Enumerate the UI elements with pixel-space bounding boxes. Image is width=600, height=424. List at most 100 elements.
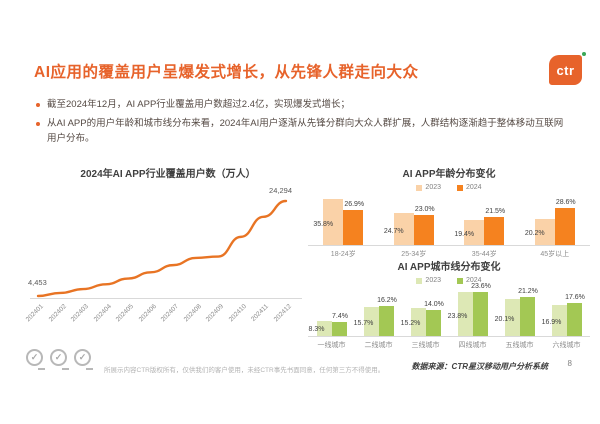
certification-stamp-icon: ✓ — [74, 349, 93, 370]
bar-value-2023: 20.2% — [524, 230, 545, 238]
age-bar-chart: AI APP年龄分布变化 2023 2024 35.8% 26.9% 24.7% 23.… — [308, 165, 590, 259]
bar-value-2024: 16.2% — [377, 297, 397, 305]
bar-value-2023: 8.3% — [308, 326, 325, 334]
bullet-item: 从AI APP的用户年龄和城市线分布来看，2024年AI用户逐渐从先锋分群向大众… — [36, 117, 568, 146]
bar-group: 20.1% 21.2% — [495, 287, 543, 336]
bar-group: 35.8% 26.9% — [308, 196, 379, 245]
certification-stamp-icon: ✓ — [26, 349, 45, 370]
bullet-list: 截至2024年12月，AI APP行业覆盖用户数超过2.4亿，实现爆发式增长； … — [36, 98, 568, 151]
ctr-logo-dot-icon — [582, 52, 586, 56]
bar-2024 — [331, 322, 347, 336]
category-label: 45岁以上 — [540, 251, 570, 258]
bar-2023 — [504, 298, 520, 336]
certification-stamp-icon: ✓ — [50, 349, 69, 370]
city-chart-legend: 2023 2024 — [308, 275, 590, 286]
bar-value-2023: 23.8% — [447, 313, 468, 321]
bar-value-2023: 24.7% — [383, 227, 404, 235]
bar-value-2024: 21.2% — [518, 287, 538, 295]
bar-group: 15.2% 14.0% — [401, 289, 449, 336]
bullet-text: 从AI APP的用户年龄和城市线分布来看，2024年AI用户逐渐从先锋分群向大众… — [47, 118, 564, 144]
bar-2024 — [519, 296, 535, 336]
x-tick-label: 202407 — [159, 303, 181, 324]
legend-swatch-icon — [416, 184, 423, 191]
bar-2023 — [410, 307, 426, 336]
last-point-label: 24,294 — [269, 186, 292, 195]
bar-value-2023: 20.1% — [494, 316, 515, 324]
legend-item: 2024 — [457, 184, 482, 191]
line-chart-x-labels: 202401 202402 202403 202404 202405 202406 2024… — [25, 299, 308, 335]
line-chart-plot: 4,453 24,294 — [28, 186, 292, 298]
bar-value-2024: 23.0% — [414, 206, 435, 214]
category-label: 五线城市 — [505, 342, 534, 349]
bar-2024 — [425, 310, 441, 336]
legend-label: 2023 — [425, 277, 441, 284]
legend-label: 2024 — [466, 184, 482, 191]
bar-group: 8.3% 7.4% — [308, 289, 355, 336]
bar-2023 — [457, 292, 473, 336]
bar-2023 — [534, 219, 555, 245]
users-line-chart: 2024年AI APP行业覆盖用户数（万人） 4,453 24,294 20240… — [25, 165, 308, 335]
page-number: 8 — [567, 359, 572, 368]
bullet-dot-icon — [36, 103, 40, 107]
page-title: AI应用的覆盖用户呈爆发式增长，从先锋人群走向大众 — [34, 64, 419, 81]
bar-value-2024: 14.0% — [424, 301, 444, 309]
legend-label: 2023 — [425, 184, 441, 191]
bar-2023 — [393, 213, 414, 245]
city-chart-categories: 一线城市 二线城市 三线城市 四线城市 五线城市 六线城市 — [308, 340, 590, 350]
bar-2023 — [316, 320, 332, 336]
x-tick-label: 202411 — [250, 303, 271, 323]
x-tick-label: 202402 — [47, 303, 68, 324]
line-chart-title: 2024年AI APP行业覆盖用户数（万人） — [80, 169, 256, 180]
bar-group: 19.4% 21.5% — [449, 196, 520, 245]
line-chart-axis — [30, 298, 302, 299]
bar-2024 — [413, 215, 434, 245]
category-label: 六线城市 — [552, 342, 581, 349]
stamp-bar-icon — [38, 367, 45, 370]
bar-value-2023: 15.2% — [400, 320, 421, 328]
category-label: 35-44岁 — [471, 251, 497, 258]
category-label: 三线城市 — [411, 342, 440, 349]
bar-value-2023: 15.7% — [353, 319, 374, 327]
bar-2023 — [551, 304, 567, 336]
bar-2024 — [343, 210, 364, 245]
ctr-logo-text: ctr — [556, 62, 575, 78]
stamp-bar-icon — [62, 367, 69, 370]
bar-2024 — [484, 217, 505, 245]
stamp-bar-icon — [86, 367, 93, 370]
x-tick-label: 202404 — [92, 303, 113, 324]
x-tick-label: 202412 — [272, 303, 293, 324]
bar-value-2024: 23.6% — [471, 283, 491, 291]
bar-value-2024: 26.9% — [344, 201, 365, 209]
checkmark-icon: ✓ — [50, 349, 67, 366]
checkmark-icon: ✓ — [26, 349, 43, 366]
category-label: 二线城市 — [364, 342, 393, 349]
legend-swatch-icon — [457, 184, 463, 191]
bar-2024 — [472, 292, 488, 336]
bar-group: 16.9% 17.6% — [542, 289, 590, 336]
legend-swatch-icon — [457, 277, 463, 284]
age-chart-categories: 18-24岁 25-34岁 35-44岁 45岁以上 — [308, 249, 590, 259]
certification-stamps: ✓ ✓ ✓ — [26, 349, 93, 370]
bar-group: 15.7% 16.2% — [354, 289, 402, 336]
bar-2024 — [566, 303, 582, 336]
category-label: 一线城市 — [317, 342, 346, 349]
city-bar-chart: AI APP城市线分布变化 2023 2024 8.3% 7.4% 15.7% 16.2… — [308, 258, 590, 350]
x-tick-label: 202406 — [137, 303, 158, 324]
category-label: 18-24岁 — [330, 251, 356, 258]
line-series — [36, 199, 288, 298]
bullet-item: 截至2024年12月，AI APP行业覆盖用户数超过2.4亿，实现爆发式增长； — [36, 98, 568, 112]
first-point-label: 4,453 — [28, 278, 47, 287]
bar-2024 — [554, 208, 575, 245]
bar-value-2023: 16.9% — [541, 318, 562, 326]
bar-value-2024: 28.6% — [555, 199, 576, 207]
legend-item: 2023 — [416, 277, 441, 284]
legend-item: 2024 — [457, 277, 482, 284]
bar-2023 — [363, 306, 379, 336]
bar-group: 20.2% 28.6% — [520, 196, 591, 245]
bar-value-2024: 7.4% — [332, 313, 348, 321]
x-tick-label: 202409 — [205, 303, 226, 324]
bar-group: 24.7% 23.0% — [379, 196, 450, 245]
city-chart-bars: 8.3% 7.4% 15.7% 16.2% 15.2% 14.0% 23.8% 23.6% 20… — [308, 283, 590, 337]
copyright-text: 所展示内容CTR版权所有，仅供我们的客户使用，未经CTR事先书面同意，任何第三方… — [104, 367, 385, 374]
